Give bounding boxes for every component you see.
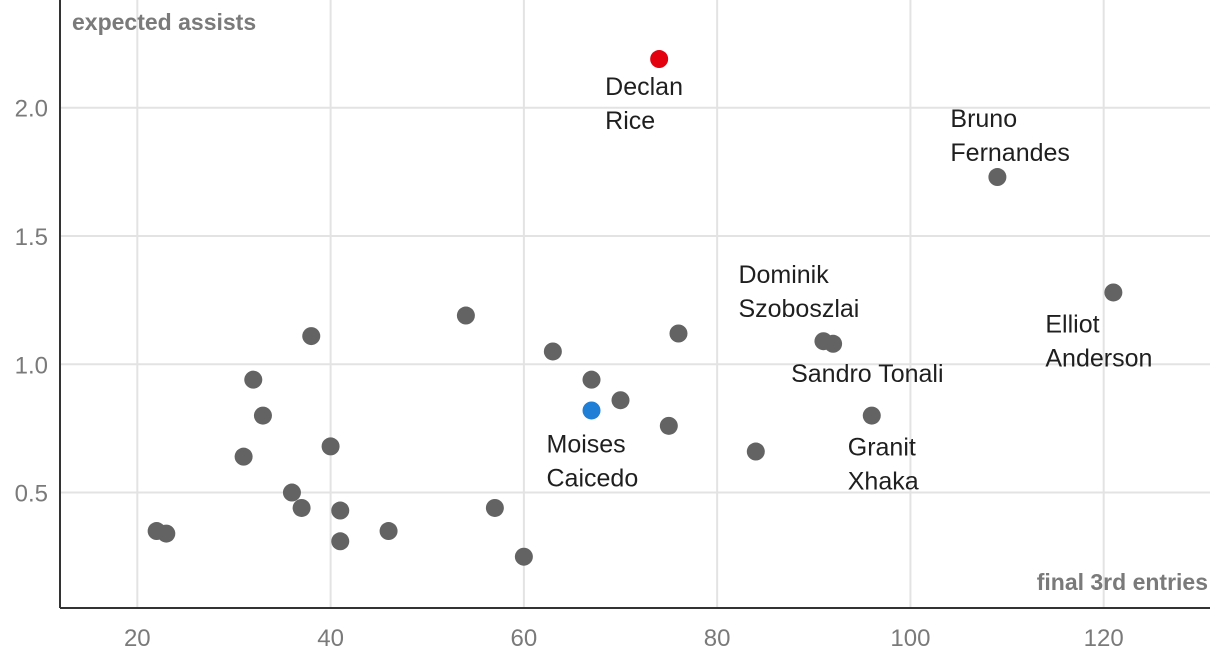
data-point-moises-caicedo xyxy=(582,401,601,420)
point-label: Moises xyxy=(547,430,626,458)
point-label: Szoboszlai xyxy=(738,295,859,323)
x-tick-label: 20 xyxy=(124,625,151,652)
point-label: Xhaka xyxy=(848,468,919,496)
y-tick-label: 1.0 xyxy=(15,352,48,379)
data-point xyxy=(282,483,301,502)
grid xyxy=(60,0,1210,608)
data-point xyxy=(321,437,340,456)
x-tick-label: 100 xyxy=(890,625,930,652)
point-label: Caicedo xyxy=(547,464,639,492)
data-point xyxy=(331,501,350,520)
x-tick-label: 120 xyxy=(1084,625,1124,652)
y-axis-title: expected assists xyxy=(72,9,256,35)
data-point xyxy=(611,391,630,410)
point-label: Sandro Tonali xyxy=(791,360,943,388)
data-point xyxy=(746,442,765,461)
x-tick-label: 40 xyxy=(317,625,344,652)
data-points xyxy=(147,50,1123,566)
data-point-elliot-anderson xyxy=(1104,283,1123,302)
point-label: Bruno xyxy=(950,105,1017,133)
point-labels: Declan Rice Bruno Fernandes Elliot Anderson Do… xyxy=(547,73,1153,496)
point-label: Granit xyxy=(848,434,916,462)
data-point-sandro-tonali xyxy=(824,334,843,353)
data-point xyxy=(379,522,398,541)
axes: 20 40 60 80 100 120 0.5 1.0 1.5 2.0 xyxy=(15,0,1210,652)
data-point-declan-rice xyxy=(650,50,669,69)
data-point xyxy=(514,547,533,566)
x-tick-label: 80 xyxy=(704,625,731,652)
data-point-granit-xhaka xyxy=(862,406,881,425)
data-point xyxy=(456,306,475,325)
data-point xyxy=(292,498,311,517)
point-label: Rice xyxy=(605,107,655,135)
data-point xyxy=(244,370,263,389)
y-tick-label: 2.0 xyxy=(15,96,48,123)
data-point xyxy=(485,498,504,517)
point-label: Elliot xyxy=(1045,310,1099,338)
y-tick-label: 1.5 xyxy=(15,224,48,251)
data-point xyxy=(302,327,321,346)
data-point xyxy=(669,324,688,343)
data-point xyxy=(659,416,678,435)
data-point xyxy=(253,406,272,425)
point-label: Declan xyxy=(605,73,683,101)
point-label: Fernandes xyxy=(950,139,1070,167)
x-tick-label: 60 xyxy=(511,625,538,652)
data-point xyxy=(331,532,350,551)
data-point xyxy=(543,342,562,361)
x-axis-title: final 3rd entries xyxy=(1037,569,1208,595)
y-tick-label: 0.5 xyxy=(15,481,48,508)
point-label: Anderson xyxy=(1045,344,1152,372)
data-point xyxy=(157,524,176,543)
data-point xyxy=(582,370,601,389)
data-point xyxy=(234,447,253,466)
point-label: Dominik xyxy=(738,261,829,289)
data-point-bruno-fernandes xyxy=(988,168,1007,187)
